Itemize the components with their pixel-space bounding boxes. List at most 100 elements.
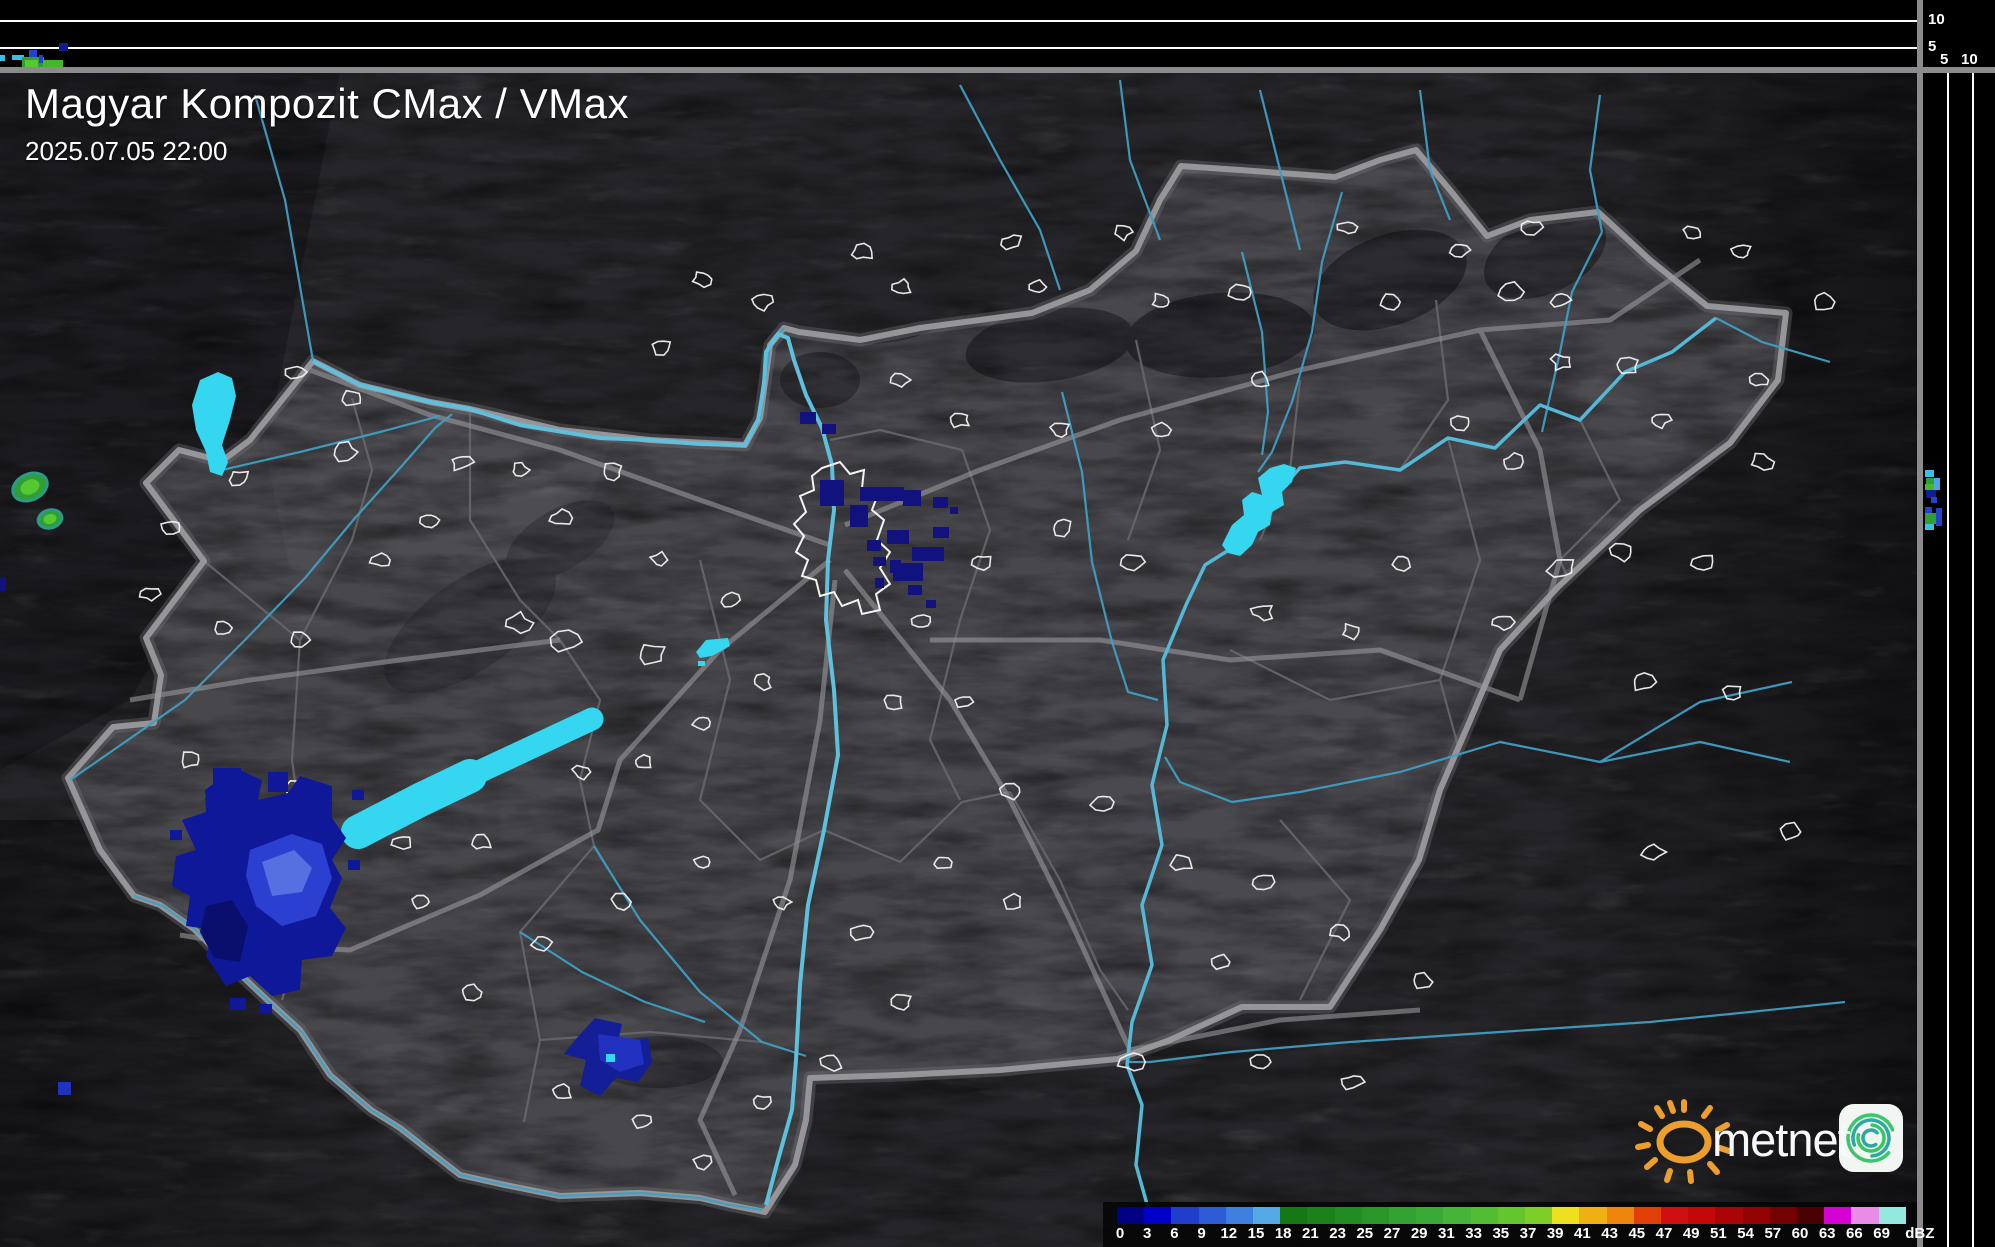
height-line-5km — [0, 47, 1917, 49]
profile-echo-pixel — [39, 55, 43, 63]
city-outline — [1413, 971, 1434, 990]
city-outline — [819, 1054, 843, 1072]
colorbar-tick-label: 12 — [1220, 1225, 1238, 1242]
lake-ferto — [192, 372, 236, 476]
danube-river — [312, 332, 840, 1206]
radar-echo-green-core — [20, 479, 40, 495]
city-outline — [1088, 795, 1115, 812]
colorbar-tick-label: 27 — [1383, 1225, 1401, 1242]
colorbar-tick-label: 47 — [1655, 1225, 1673, 1242]
colorbar-tick-label: 21 — [1302, 1225, 1319, 1242]
colorbar-tick-label: 33 — [1465, 1225, 1482, 1242]
city-outline — [949, 412, 971, 429]
colorbar-segment — [1769, 1207, 1798, 1224]
city-outline — [1682, 225, 1702, 240]
city-outline — [1490, 615, 1517, 632]
colorbar-segment — [1389, 1207, 1417, 1224]
city-outline — [910, 614, 932, 628]
colorbar-segment — [1416, 1207, 1444, 1224]
vmax-top-profile — [0, 0, 1917, 69]
city-outline — [750, 293, 775, 313]
colorbar-segment — [1688, 1207, 1716, 1224]
city-outline — [635, 753, 652, 769]
colorbar-segment — [1824, 1207, 1852, 1224]
profile-echo-pixel — [1925, 484, 1936, 490]
colorbar-segment — [1497, 1207, 1526, 1224]
city-outline — [341, 389, 362, 407]
radar-echo-cell — [606, 1054, 615, 1062]
city-outline — [284, 365, 309, 380]
city-outline — [1616, 356, 1640, 375]
colorbar-tick-label: 69 — [1873, 1225, 1890, 1242]
city-outline — [390, 836, 412, 851]
lakes — [192, 372, 1296, 849]
profile-echo-pixel — [0, 55, 5, 61]
city-outline — [1119, 553, 1147, 572]
city-outline — [138, 587, 163, 602]
city-outline — [933, 856, 953, 870]
city-outline — [411, 894, 431, 910]
radar-echo-cell — [800, 412, 816, 424]
city-outline — [1328, 923, 1351, 942]
city-outline — [1750, 452, 1776, 471]
radar-echo-cell — [887, 530, 909, 544]
map-layers — [0, 72, 1917, 1247]
radar-echo-cell — [926, 600, 936, 608]
profile-echo-pixel — [1925, 507, 1932, 513]
city-outline — [1251, 874, 1276, 891]
city-outline — [1341, 622, 1360, 641]
city-outline — [529, 935, 554, 952]
radar-echo-cell — [903, 490, 921, 506]
city-outline — [1116, 1052, 1147, 1072]
metnet-logo[interactable]: metnet — [1628, 1096, 1918, 1188]
profile-echo-pixel — [1925, 513, 1936, 524]
height-line-10km-v — [1972, 72, 1974, 1247]
colorbar-segment — [1470, 1207, 1499, 1224]
city-outline — [1608, 542, 1632, 563]
colorbar-tick-label: 15 — [1247, 1225, 1265, 1242]
side-axis-label-5: 5 — [1940, 51, 1949, 68]
colorbar-segment — [1552, 1207, 1580, 1224]
profile-echo-pixel — [1936, 508, 1942, 526]
city-outline — [1689, 554, 1714, 571]
city-outline — [691, 271, 713, 289]
side-axis-label-10: 10 — [1961, 51, 1978, 68]
city-outline — [651, 340, 672, 356]
profile-echo-pixel — [43, 60, 63, 68]
colorbar-tick-label: 49 — [1682, 1225, 1700, 1242]
colorbar-tick-label: 6 — [1170, 1225, 1179, 1242]
city-outline — [1549, 292, 1573, 308]
logo-text: metnet — [1712, 1113, 1851, 1166]
city-outline — [639, 643, 667, 666]
radar-echo-cell — [850, 505, 868, 527]
city-outline — [1544, 558, 1575, 578]
radar-echo-cell — [912, 547, 944, 561]
profile-echo-pixel — [1926, 478, 1939, 485]
rivers — [69, 79, 1846, 1212]
colorbar-tick-label: 3 — [1143, 1225, 1152, 1242]
radar-echo-cell — [933, 497, 948, 508]
precipitation-echoes — [0, 412, 958, 1096]
timestamp: 2025.07.05 22:00 — [25, 136, 228, 166]
colorbar-tick-label: 35 — [1492, 1225, 1510, 1242]
radar-echo-cell — [820, 480, 844, 506]
city-outline — [1520, 220, 1545, 236]
colorbar-unit-label: dBZ — [1905, 1225, 1935, 1242]
panel-divider-vertical — [1917, 0, 1923, 1247]
city-outline — [290, 631, 312, 648]
city-outline — [1651, 413, 1674, 430]
city-outline — [1448, 243, 1472, 258]
city-outline — [850, 242, 873, 260]
colorbar-tick-label: 57 — [1764, 1225, 1782, 1242]
city-outline — [1449, 415, 1470, 432]
tisza-river — [1125, 316, 1718, 1216]
city-outline — [548, 508, 574, 525]
city-outline — [1000, 234, 1023, 251]
city-outline — [772, 896, 794, 911]
city-outline — [631, 1114, 653, 1130]
colorbar-segment — [1606, 1207, 1635, 1224]
vmax-side-profile — [1923, 72, 1995, 1247]
colorbar-segment — [1443, 1207, 1472, 1224]
city-outline — [228, 470, 250, 487]
